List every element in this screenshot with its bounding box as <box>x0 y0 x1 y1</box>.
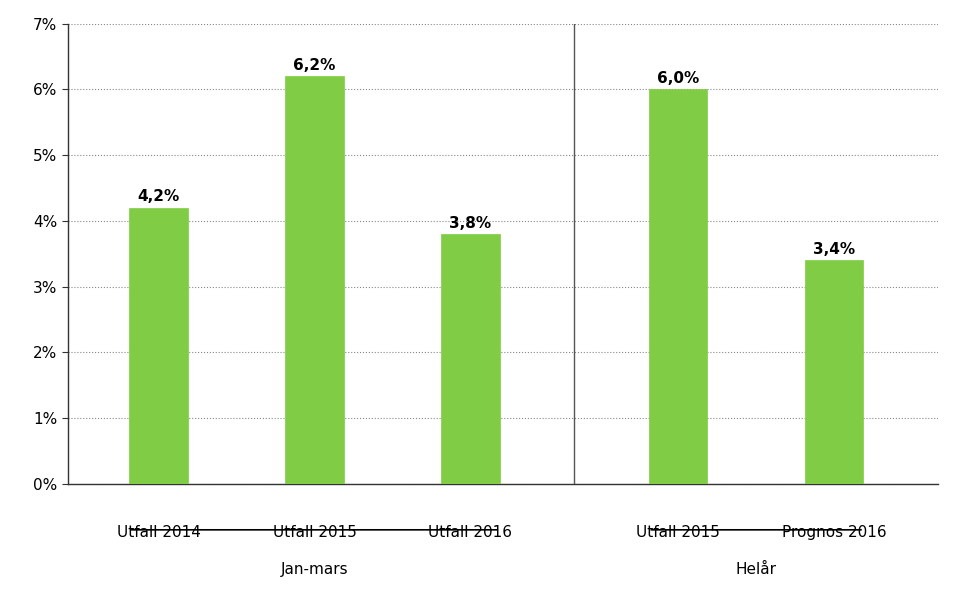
Bar <box>285 76 343 484</box>
Bar <box>805 260 864 484</box>
Bar <box>649 89 708 484</box>
Text: 3,4%: 3,4% <box>813 242 855 257</box>
Text: 6,2%: 6,2% <box>293 58 336 73</box>
Text: Helår: Helår <box>736 562 777 577</box>
Text: 3,8%: 3,8% <box>450 216 491 231</box>
Text: 4,2%: 4,2% <box>137 189 180 204</box>
Bar <box>441 234 500 484</box>
Text: Jan-mars: Jan-mars <box>280 562 348 577</box>
Bar <box>130 208 188 484</box>
Text: 6,0%: 6,0% <box>657 71 699 86</box>
